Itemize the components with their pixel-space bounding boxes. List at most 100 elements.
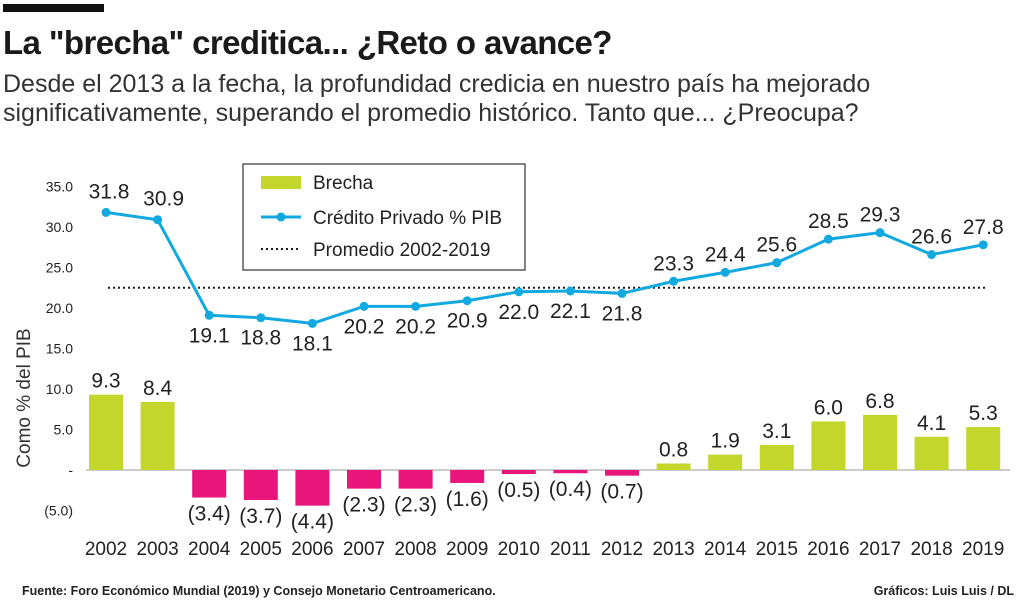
credit-line-value-label: 19.1 bbox=[189, 324, 230, 347]
credit-line-value-label: 18.1 bbox=[292, 332, 333, 355]
y-axis-title: Como % del PIB bbox=[14, 328, 35, 467]
gap-bar bbox=[966, 427, 1001, 470]
x-tick-label: 2010 bbox=[498, 539, 540, 560]
gap-bar-value-label: (3.4) bbox=[188, 503, 231, 526]
credit-line-value-label: 31.8 bbox=[89, 180, 130, 203]
y-tick-label: 5.0 bbox=[54, 422, 74, 438]
credit-line-point bbox=[823, 234, 833, 244]
x-tick-label: 2006 bbox=[291, 539, 333, 560]
y-tick-label: 35.0 bbox=[46, 179, 73, 195]
gap-bar bbox=[914, 436, 949, 470]
credit-line-point bbox=[978, 240, 988, 250]
gap-bar bbox=[501, 470, 536, 475]
x-tick-label: 2003 bbox=[136, 539, 178, 560]
credit-line-value-label: 30.9 bbox=[143, 188, 184, 211]
credit-line-point bbox=[617, 288, 627, 298]
gap-bar bbox=[89, 394, 123, 470]
gap-bar bbox=[450, 470, 485, 483]
gap-bar bbox=[295, 470, 330, 506]
gap-bar-value-label: 5.3 bbox=[969, 402, 998, 425]
credit-line-value-label: 27.8 bbox=[963, 216, 1004, 239]
y-tick-label: 20.0 bbox=[46, 300, 73, 316]
credit-line-value-label: 24.4 bbox=[705, 243, 746, 266]
gap-bar bbox=[863, 414, 897, 470]
credit-line-value-label: 26.6 bbox=[911, 226, 952, 249]
gap-bar bbox=[811, 421, 846, 470]
source-note: Fuente: Foro Económico Mundial (2019) y … bbox=[22, 584, 496, 598]
credit-line-point bbox=[153, 215, 163, 225]
gap-bar bbox=[553, 470, 588, 474]
x-tick-label: 2014 bbox=[704, 539, 747, 560]
credit-line-point bbox=[411, 301, 421, 311]
gap-bar bbox=[708, 454, 743, 470]
x-tick-label: 2013 bbox=[652, 539, 694, 560]
y-tick-label: 30.0 bbox=[46, 219, 73, 235]
subtitle-line-2: significativamente, superando el promedi… bbox=[3, 99, 859, 127]
legend-label-average: Promedio 2002-2019 bbox=[313, 240, 490, 261]
gap-bar-value-label: (0.5) bbox=[497, 479, 540, 502]
gap-bar-value-label: 6.0 bbox=[814, 396, 843, 419]
credit-line-value-label: 29.3 bbox=[860, 204, 901, 227]
credit-line-point bbox=[204, 310, 214, 320]
legend-swatch-line-marker bbox=[276, 212, 286, 222]
credit-line-value-label: 20.2 bbox=[344, 315, 385, 338]
gap-bar bbox=[398, 470, 433, 489]
x-tick-label: 2017 bbox=[859, 539, 901, 560]
y-tick-label: (5.0) bbox=[44, 503, 73, 519]
gap-bar-value-label: (2.3) bbox=[394, 494, 437, 517]
credit-line-value-label: 20.2 bbox=[395, 315, 436, 338]
x-tick-label: 2018 bbox=[910, 539, 952, 560]
credit-line-value-label: 25.6 bbox=[756, 234, 797, 257]
gap-bar-value-label: 0.8 bbox=[659, 439, 688, 462]
gap-bar-value-label: 9.3 bbox=[91, 370, 120, 393]
credit-line-point bbox=[772, 258, 782, 268]
gap-bar-value-label: (3.7) bbox=[239, 505, 282, 528]
credit-line bbox=[105, 210, 984, 325]
gap-bar-value-label: (0.7) bbox=[600, 481, 643, 504]
legend-label-bar: Brecha bbox=[313, 173, 374, 194]
credit-line-value-label: 23.3 bbox=[653, 252, 694, 275]
y-tick-label: - bbox=[68, 462, 73, 478]
page-title: La "brecha" creditica... ¿Reto o avance? bbox=[3, 24, 612, 61]
y-tick-label: 15.0 bbox=[46, 341, 73, 357]
credit-line-value-label: 18.8 bbox=[240, 327, 281, 350]
gap-bar-value-label: (1.6) bbox=[446, 488, 489, 511]
credit-line-point bbox=[875, 228, 885, 238]
gap-bar bbox=[243, 470, 278, 500]
credit-note: Gráficos: Luis Luis / DL bbox=[873, 584, 1014, 598]
gap-bar-value-label: 4.1 bbox=[917, 412, 946, 435]
credit-line-value-label: 22.1 bbox=[550, 300, 591, 323]
gap-bar-value-label: 1.9 bbox=[711, 430, 740, 453]
credit-line-point bbox=[359, 301, 369, 311]
gap-bar bbox=[140, 401, 175, 470]
credit-line-point bbox=[669, 276, 679, 286]
credit-line-value-label: 28.5 bbox=[808, 210, 849, 233]
gap-bar bbox=[347, 470, 381, 489]
credit-line-value-label: 21.8 bbox=[602, 302, 643, 325]
page-subtitle: Desde el 2013 a la fecha, la profundidad… bbox=[3, 70, 1003, 128]
credit-line-point bbox=[101, 207, 111, 217]
y-tick-label: 25.0 bbox=[46, 260, 73, 276]
credit-line-point bbox=[514, 287, 524, 297]
x-tick-label: 2004 bbox=[188, 539, 231, 560]
gap-bar bbox=[656, 463, 691, 470]
gap-bar-value-label: (2.3) bbox=[342, 494, 385, 517]
credit-line-point bbox=[462, 296, 472, 306]
credit-line-point bbox=[307, 318, 317, 328]
x-tick-label: 2012 bbox=[601, 539, 643, 560]
gap-bar bbox=[605, 470, 639, 476]
gap-bar-value-label: 8.4 bbox=[143, 377, 173, 400]
x-tick-label: 2005 bbox=[240, 539, 282, 560]
gap-bar-value-label: (4.4) bbox=[291, 511, 334, 534]
top-accent-bar bbox=[3, 4, 104, 12]
x-tick-label: 2002 bbox=[85, 539, 127, 560]
gap-bar-value-label: 6.8 bbox=[865, 390, 894, 413]
x-tick-label: 2019 bbox=[962, 539, 1004, 560]
credit-gap-chart: 35.0 30.0 25.0 20.0 15.0 10.0 5.0 - (5.0) Como % … bbox=[14, 163, 1010, 560]
x-tick-label: 2007 bbox=[343, 539, 385, 560]
x-tick-label: 2011 bbox=[550, 539, 591, 560]
x-tick-label: 2015 bbox=[756, 539, 798, 560]
gap-bar bbox=[759, 444, 794, 470]
credit-line-point bbox=[565, 286, 575, 296]
gap-bar-value-label: 3.1 bbox=[762, 420, 791, 443]
